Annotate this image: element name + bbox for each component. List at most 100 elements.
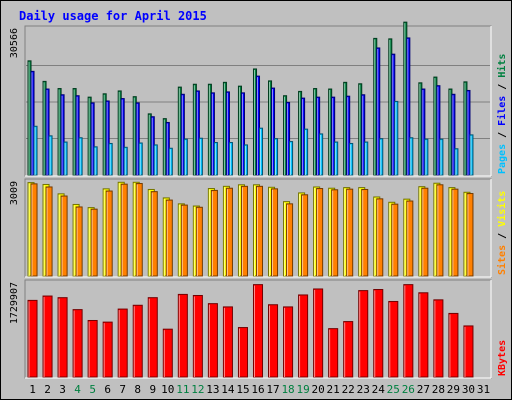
bar-files-day-2 — [45, 88, 50, 176]
bar-kbytes-day-12 — [192, 294, 203, 378]
bar-sites — [120, 183, 128, 277]
bar-sites-day-27 — [421, 187, 429, 277]
bar-files-day-11 — [180, 93, 185, 176]
bar-sites-day-19 — [301, 194, 309, 277]
bar-pages-day-23 — [364, 141, 369, 176]
bar-sites-day-30 — [466, 193, 474, 277]
bar-kbytes — [87, 319, 98, 378]
x-tick-day-30: 30 — [462, 383, 475, 396]
x-tick-day-21: 21 — [327, 383, 340, 396]
bar-pages-day-5 — [93, 146, 98, 176]
bar-files-day-8 — [135, 102, 140, 176]
bar-pages-day-7 — [123, 146, 128, 176]
bar-files — [195, 90, 200, 176]
bar-kbytes-day-16 — [252, 284, 264, 378]
panel-series-legend: KBytes — [497, 340, 508, 376]
bar-kbytes-day-3 — [57, 297, 68, 378]
bar-files — [225, 91, 230, 176]
bar-kbytes-day-15 — [237, 327, 248, 378]
x-tick-day-31: 31 — [477, 383, 490, 396]
bar-sites-day-20 — [316, 188, 324, 277]
bar-files-day-17 — [271, 87, 276, 176]
x-tick-day-10: 10 — [161, 383, 174, 396]
bar-kbytes-day-18 — [283, 306, 294, 378]
bar-kbytes-day-8 — [132, 304, 143, 378]
y-axis-max-label: 30566 — [9, 28, 20, 58]
bar-kbytes-day-7 — [117, 308, 128, 378]
bar-files-day-27 — [421, 88, 426, 176]
x-tick-day-22: 22 — [342, 383, 355, 396]
bar-sites — [316, 188, 324, 277]
bar-files — [361, 94, 366, 176]
bar-sites-day-5 — [90, 208, 98, 277]
bar-sites — [391, 203, 399, 277]
x-tick-day-28: 28 — [432, 383, 445, 396]
bar-pages — [424, 138, 429, 176]
bar-kbytes-day-27 — [418, 292, 429, 378]
panel-kbytes: 1729907 KBytes — [9, 279, 508, 379]
bar-kbytes-day-4 — [72, 309, 83, 378]
bar-sites — [30, 183, 38, 277]
bar-files — [436, 85, 441, 176]
bar-kbytes-day-28 — [433, 299, 444, 378]
bar-files — [421, 88, 426, 176]
bar-files — [180, 93, 185, 176]
bar-pages — [304, 128, 309, 176]
bar-kbytes — [298, 294, 309, 378]
bar-kbytes — [283, 306, 294, 378]
bar-files — [30, 70, 35, 176]
bar-kbytes — [132, 304, 143, 378]
bar-pages — [289, 141, 294, 176]
bar-kbytes — [373, 289, 384, 378]
bar-pages — [334, 141, 339, 176]
bar-pages — [123, 146, 128, 176]
bar-kbytes — [102, 321, 113, 378]
bar-pages-day-3 — [63, 141, 68, 176]
x-tick-day-1: 1 — [29, 383, 36, 396]
bar-sites-day-9 — [150, 191, 158, 277]
bar-pages-day-1 — [33, 125, 38, 176]
bar-sites — [240, 185, 248, 277]
bar-sites — [135, 183, 143, 277]
bar-sites — [195, 206, 203, 277]
bar-kbytes-day-29 — [448, 312, 459, 378]
bar-pages — [213, 142, 218, 176]
bar-sites-day-18 — [286, 203, 294, 277]
bar-pages — [78, 137, 83, 176]
bar-sites-day-1 — [30, 183, 38, 277]
bar-sites-day-6 — [105, 190, 113, 277]
bar-sites-day-23 — [361, 188, 369, 277]
bar-pages — [394, 100, 399, 176]
bar-sites — [406, 200, 414, 277]
bar-kbytes-day-21 — [328, 328, 339, 378]
x-tick-day-7: 7 — [119, 383, 126, 396]
bar-kbytes — [72, 309, 83, 378]
bar-files-day-13 — [210, 92, 215, 176]
bar-sites-day-8 — [135, 183, 143, 277]
bar-sites — [60, 195, 68, 277]
legend-hits: Hits — [496, 54, 508, 78]
x-tick-day-12: 12 — [191, 383, 204, 396]
bar-kbytes-day-20 — [313, 288, 324, 378]
bar-kbytes — [358, 290, 369, 378]
bar-sites — [255, 185, 264, 277]
legend-sites: Sites — [496, 245, 508, 275]
bar-kbytes — [463, 325, 474, 378]
bar-sites-day-28 — [436, 184, 444, 277]
bar-pages — [168, 147, 173, 176]
y-axis-max-label: 1729907 — [9, 282, 20, 324]
bar-kbytes-day-17 — [268, 304, 279, 378]
bar-files-day-18 — [286, 101, 291, 176]
bar-sites-day-29 — [451, 188, 459, 277]
bar-sites — [436, 184, 444, 277]
bar-files — [60, 94, 65, 176]
x-axis-day-labels: 1 2 3 4 5 6 7 8 9 10 11 12 13 14 15 16 17 18 19 20 21 22 23 24 2… — [29, 383, 490, 396]
bar-sites-day-24 — [376, 198, 384, 277]
bar-pages-day-4 — [78, 137, 83, 176]
x-tick-day-26: 26 — [402, 383, 415, 396]
bar-files-day-6 — [105, 100, 110, 176]
bar-files-day-24 — [376, 47, 381, 176]
bar-files — [286, 101, 291, 176]
bar-kbytes-day-30 — [463, 325, 474, 378]
